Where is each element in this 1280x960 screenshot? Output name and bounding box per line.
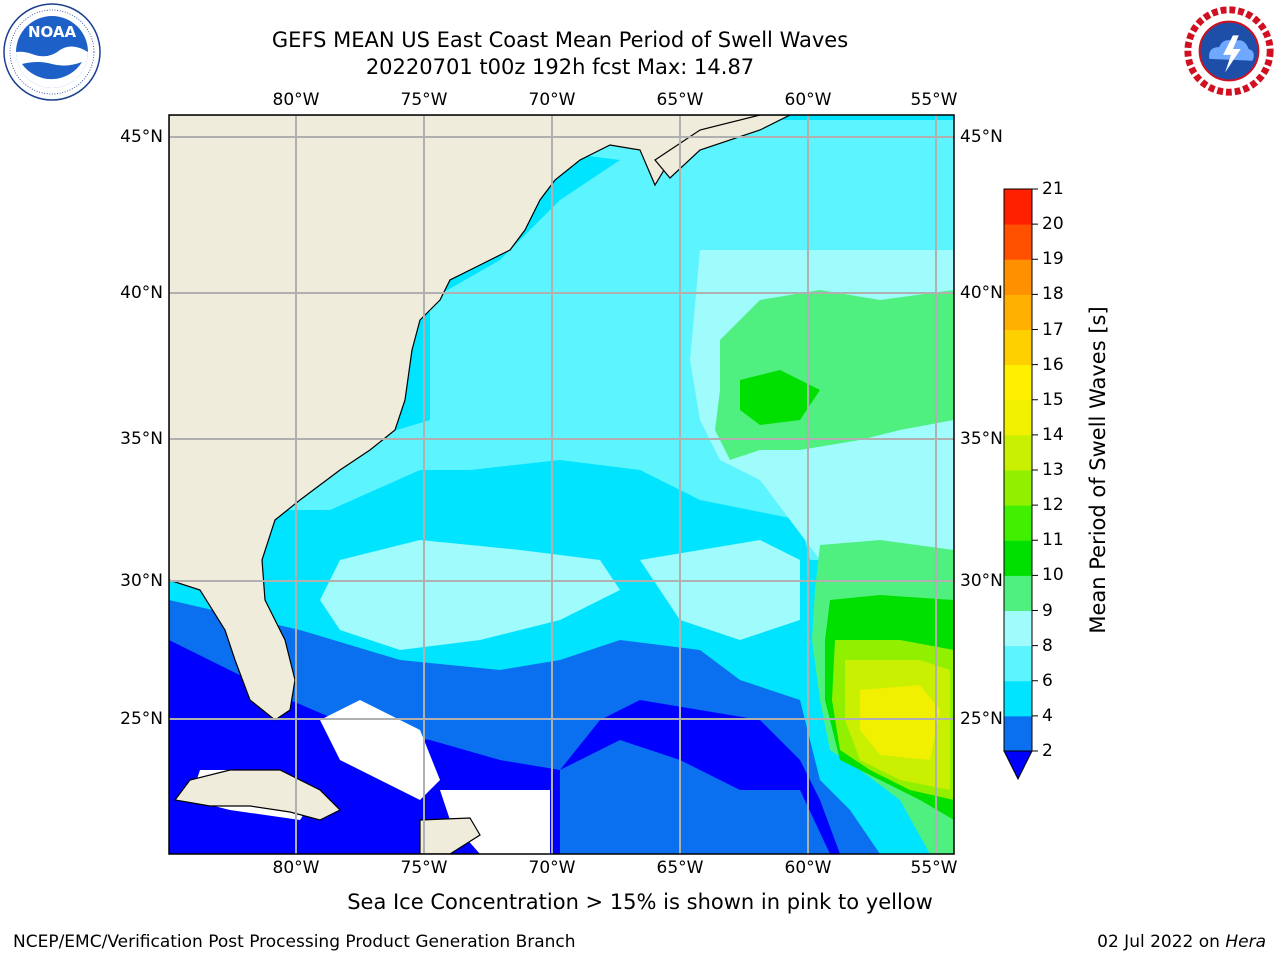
lat-label-left: 45°N [120,127,163,147]
map-title: GEFS MEAN US East Coast Mean Period of S… [271,28,849,52]
graticule [169,115,954,854]
colorbar-tick-label: 11 [1042,530,1064,551]
colorbar-segment [1004,715,1032,752]
colorbar-segment [1004,680,1032,717]
colorbar-segment [1004,259,1032,295]
map-subtitle: 20220701 t00z 192h fcst Max: 14.87 [365,55,755,79]
lat-label-right: 45°N [960,127,1003,147]
colorbar-tick-label: 14 [1042,424,1064,445]
land-cuba [173,769,342,821]
colorbar-tick-label: 9 [1042,600,1053,621]
lat-label-left: 35°N [120,429,163,449]
colorbar-tick-label: 8 [1042,635,1053,656]
svg-text:NOAA: NOAA [28,23,77,41]
colorbar-tick-label: 21 [1042,179,1064,199]
lat-label-right: 40°N [960,283,1003,303]
colorbar-extend-arrow [1003,750,1033,781]
nws-logo [1181,3,1277,99]
lon-label-bottom: 65°W [656,858,704,878]
colorbar-segment [1004,294,1032,330]
colorbar-tick-label: 18 [1042,284,1064,305]
field-period-11-north [740,370,820,425]
colorbar-tick-label: 13 [1042,460,1064,480]
colorbar-segment [1004,505,1032,541]
lon-label-bottom: 80°W [272,858,320,878]
colorbar-segment [1004,189,1032,225]
colorbar-segment [1004,224,1032,260]
colorbar-segment [1004,645,1032,682]
colorbar-segment [1004,364,1032,401]
colorbar-tick-label: 16 [1042,354,1064,375]
land-hispaniola [419,817,481,854]
colorbar-segment [1004,575,1032,611]
sea-ice-note: Sea Ice Concentration > 15% is shown in … [347,890,933,914]
colorbar-tick-label: 2 [1042,741,1053,761]
colorbar-segment [1004,329,1032,366]
lon-label-bottom: 55°W [910,858,958,878]
colorbar-tick-label: 12 [1042,495,1064,516]
lat-label-right: 25°N [960,709,1003,729]
colorbar-tick-label: 4 [1042,705,1053,726]
lon-label-top: 75°W [400,90,448,110]
lon-label-bottom: 60°W [784,858,832,878]
lon-label-bottom: 70°W [528,858,576,878]
lon-label-top: 65°W [656,90,704,110]
field-period-9-b [320,540,620,650]
lon-label-top: 60°W [784,90,832,110]
colorbar-tick-label: 10 [1042,565,1064,586]
lat-label-left: 30°N [120,571,163,591]
footer-machine: Hera [1225,932,1266,952]
land-north-america [169,115,791,721]
colorbar-tick-label: 19 [1042,249,1064,270]
lat-label-right: 35°N [960,429,1003,449]
lat-label-left: 40°N [120,283,163,303]
colorbar-segment [1004,540,1032,576]
footer-branch: NCEP/EMC/Verification Post Processing Pr… [13,932,576,952]
map-frame [168,114,955,855]
colorbar [1003,188,1038,781]
footer-date: 02 Jul 2022 on Hera [1097,932,1266,952]
lat-label-right: 30°N [960,571,1003,591]
lat-label-left: 25°N [120,709,163,729]
lon-label-top: 80°W [272,90,320,110]
land-nova-scotia [654,115,791,179]
colorbar-segment [1004,399,1032,436]
colorbar-label: Mean Period of Swell Waves [s] [1086,306,1110,634]
no-data-bahamas [320,700,440,800]
lon-label-top: 55°W [910,90,958,110]
colorbar-segment [1004,434,1032,471]
lon-label-top: 70°W [528,90,576,110]
colorbar-segment [1004,470,1032,506]
colorbar-tick-label: 15 [1042,389,1064,410]
colorbar-tick-label: 6 [1042,670,1053,691]
noaa-logo: NOAA [3,3,101,101]
colorbar-segment [1004,610,1032,647]
lon-label-bottom: 75°W [400,858,448,878]
footer-date-text: 02 Jul 2022 on [1097,932,1226,952]
field-period-14-south [860,685,940,760]
colorbar-tick-label: 17 [1042,319,1064,340]
colorbar-tick-label: 20 [1042,214,1064,235]
field-period-5 [560,740,830,854]
